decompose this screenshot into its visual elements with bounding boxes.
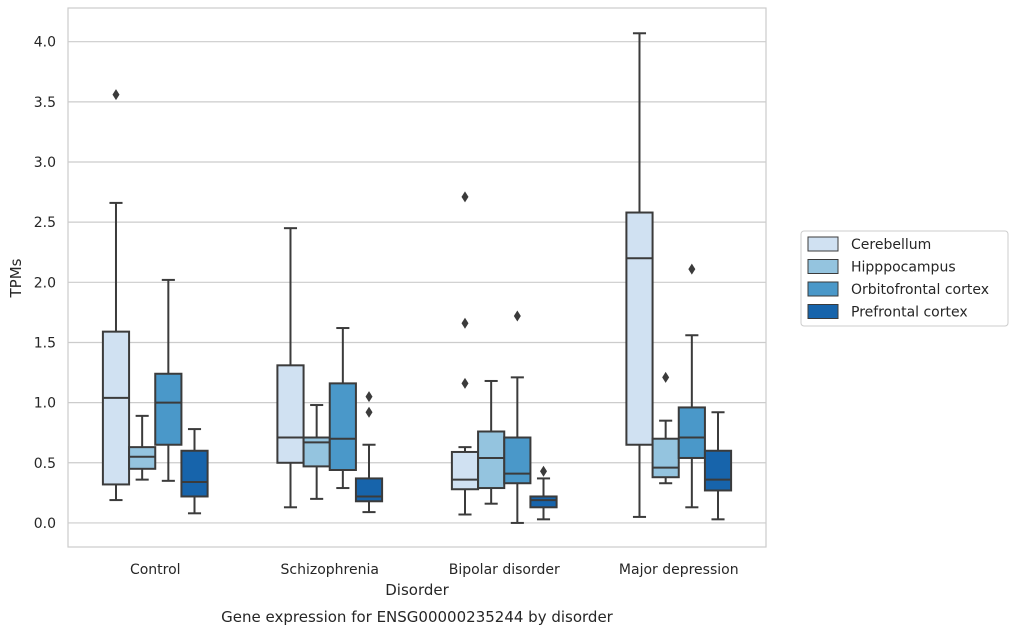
legend: Cerebellum Hipppocampus Orbitofrontal cort… [800, 230, 1009, 327]
outlier-point [662, 371, 670, 383]
iqr-box [154, 372, 183, 446]
y-tick-label: 1.5 [34, 335, 56, 351]
y-tick-label: 3.0 [34, 155, 56, 171]
legend-frame [800, 230, 1009, 327]
box-orbitofrontal-cortex-1 [328, 327, 357, 490]
y-tick-labels: 0.0 0.5 1.0 1.5 2.0 2.5 3.0 3.5 4.0 [34, 35, 56, 532]
box-hipppocampus-2 [477, 379, 506, 505]
x-tick-label: Control [130, 562, 181, 578]
outlier-point [540, 465, 548, 477]
iqr-box [477, 430, 506, 490]
y-tick-label: 4.0 [34, 35, 56, 51]
x-tick-label: Schizophrenia [281, 562, 379, 578]
y-tick-label: 0.5 [34, 456, 56, 472]
legend-label: Cerebellum [851, 237, 931, 253]
box-orbitofrontal-cortex-0 [154, 278, 183, 482]
box-prefrontal-cortex-2 [529, 465, 558, 521]
outlier-point [365, 391, 373, 403]
box-hipppocampus-3 [651, 371, 680, 485]
y-tick-label: 1.0 [34, 396, 56, 412]
legend-swatch [807, 304, 839, 319]
iqr-box [128, 446, 157, 470]
iqr-box [276, 364, 305, 464]
box-groups [101, 32, 733, 524]
y-tick-label: 2.0 [34, 275, 56, 291]
iqr-box [101, 330, 131, 486]
outlier-point [461, 317, 469, 329]
legend-swatch [807, 281, 839, 297]
iqr-box [529, 495, 558, 509]
iqr-box [450, 450, 480, 491]
outlier-point [513, 310, 521, 322]
x-tick-label: Bipolar disorder [449, 562, 560, 578]
chart-caption: Gene expression for ENSG00000235244 by d… [221, 608, 614, 626]
box-cerebellum-3 [625, 32, 654, 518]
iqr-box [354, 477, 384, 503]
x-tick-label: Major depression [619, 562, 739, 578]
iqr-box [328, 382, 357, 471]
legend-label: Prefrontal cortex [851, 305, 968, 321]
box-cerebellum-1 [276, 227, 305, 509]
box-prefrontal-cortex-0 [180, 428, 209, 515]
outlier-point [461, 377, 469, 389]
iqr-box [651, 437, 680, 479]
box-hipppocampus-0 [128, 414, 157, 481]
iqr-box [503, 436, 532, 485]
y-tick-label: 3.5 [34, 95, 56, 111]
box-prefrontal-cortex-1 [354, 391, 384, 514]
legend-swatch [807, 259, 839, 274]
legend-label: Orbitofrontal cortex [851, 282, 989, 298]
outlier-point [365, 406, 373, 418]
iqr-box [625, 211, 654, 446]
box-cerebellum-0 [101, 89, 131, 502]
iqr-box [180, 449, 209, 498]
outlier-point [461, 191, 469, 203]
legend-label: Hipppocampus [851, 260, 956, 276]
box-orbitofrontal-cortex-3 [677, 263, 706, 509]
iqr-box [677, 406, 706, 459]
y-axis-label: TPMs [7, 258, 25, 298]
outlier-point [688, 263, 696, 275]
iqr-box [703, 449, 733, 492]
x-axis-label: Disorder [385, 581, 449, 599]
box-orbitofrontal-cortex-2 [503, 310, 532, 524]
legend-swatch [807, 236, 839, 252]
x-tick-labels: Control Schizophrenia Bipolar disorder Majo… [130, 562, 739, 578]
box-prefrontal-cortex-3 [703, 411, 733, 521]
outlier-point [112, 89, 120, 101]
y-tick-label: 2.5 [34, 215, 56, 231]
y-tick-label: 0.0 [34, 516, 56, 532]
box-hipppocampus-1 [302, 404, 331, 500]
